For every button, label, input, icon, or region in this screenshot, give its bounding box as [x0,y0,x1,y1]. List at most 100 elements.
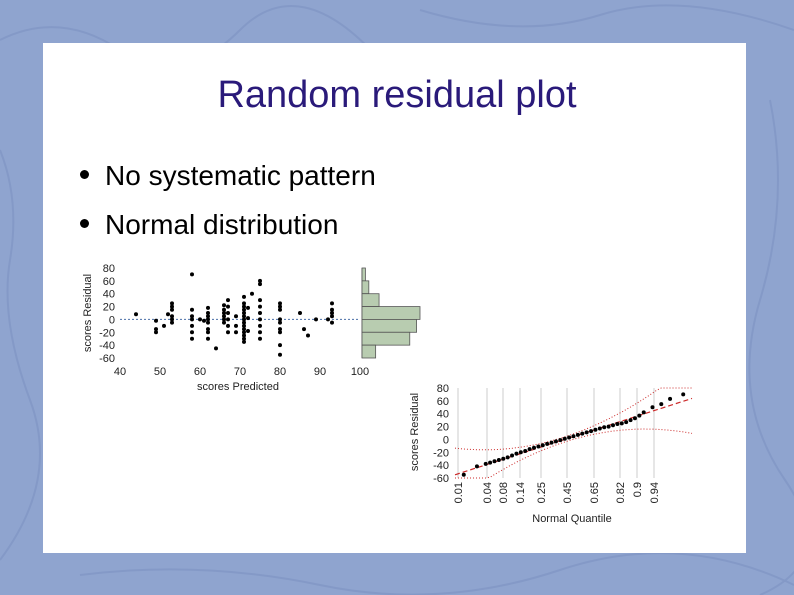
residual-point [278,330,282,335]
residual-point [162,323,166,328]
x-tick-label: 0.65 [589,482,601,503]
residual-point [170,307,174,312]
chart2-ylabel: scores Residual [409,393,421,471]
x-tick-label: 0.04 [482,482,494,503]
quantile-point [632,416,637,421]
residual-point [242,339,246,344]
residual-point [242,336,246,341]
bullet-item: Normal distribution [80,209,338,241]
residual-point [206,336,210,341]
residual-point [242,317,246,322]
residual-point [330,314,334,319]
residual-point [278,327,282,332]
y-tick-label: -60 [433,473,449,485]
residual-point [330,311,334,315]
residual-point [222,311,226,315]
residual-point [250,291,254,296]
x-tick-label: 0.25 [536,482,548,503]
x-tick-label: 50 [154,366,166,378]
quantile-point [619,421,624,426]
quantile-point [650,405,655,410]
quantile-point [597,426,602,431]
quantile-point [474,464,479,469]
residual-point [154,327,158,332]
x-tick-label: 0.82 [615,482,627,503]
quantile-point [483,461,488,466]
quantile-point [615,422,620,426]
residual-point [234,323,238,328]
residual-point [258,298,262,303]
residual-point [234,314,238,319]
quantile-point [540,443,545,448]
y-tick-label: -60 [99,353,115,365]
quantile-point [584,430,589,435]
x-tick-label: 80 [274,366,286,378]
y-tick-label: 80 [437,383,449,395]
residual-point [190,330,194,335]
residual-point [190,307,194,312]
quantile-point [505,455,510,460]
residual-point [278,320,282,325]
residual-point [258,336,262,341]
residual-point [242,320,246,325]
residual-point [226,323,230,328]
x-tick-label: 0.14 [515,482,527,503]
y-tick-label: 0 [109,314,115,326]
quantile-point [606,424,611,429]
y-tick-label: -20 [433,447,449,459]
residual-point [154,318,158,323]
bullet-dot-icon [80,219,89,229]
quantile-point [624,420,629,425]
residual-point [170,320,174,325]
quantile-point [611,423,615,428]
quantile-point [461,472,466,477]
residual-point [278,317,282,322]
residual-point [242,311,246,315]
quantile-point [514,451,519,456]
quantile-point [492,459,497,464]
quantile-point [641,410,646,415]
quantile-point [593,427,598,432]
y-tick-label: -20 [99,327,115,339]
histogram-bar [361,344,377,359]
residual-point [190,314,194,319]
residual-point [206,305,210,310]
residual-point [170,317,174,322]
quantile-point [496,458,501,462]
x-tick-label: 60 [194,366,206,378]
residual-point [226,298,230,303]
residual-point [258,304,262,309]
residual-point [226,311,230,315]
residual-point [314,317,318,322]
residual-point [258,317,262,322]
residual-point [234,330,238,335]
residual-point [302,327,306,332]
x-tick-label: 0.94 [649,482,661,503]
residual-point [242,294,246,299]
quantile-point [575,432,580,437]
quantile-point [567,435,572,440]
y-tick-label: 60 [437,396,449,408]
bullet-dot-icon [80,170,89,180]
residual-point [190,317,194,322]
residual-point [326,317,330,322]
x-tick-label: 100 [351,366,369,378]
quantile-point [488,460,493,465]
quantile-point [668,396,673,401]
residual-point [246,305,250,310]
quantile-point [659,402,664,407]
residual-point [278,307,282,312]
quantile-point [553,439,558,444]
residual-point [222,314,226,319]
quantile-point [628,418,633,423]
quantile-point [558,438,563,443]
quantile-point [501,456,506,461]
x-tick-label: 0.01 [453,482,465,503]
bullet-text: No systematic pattern [105,160,376,191]
y-tick-label: 40 [103,289,115,301]
quantile-point [532,445,536,450]
x-tick-label: 0.08 [498,482,510,503]
